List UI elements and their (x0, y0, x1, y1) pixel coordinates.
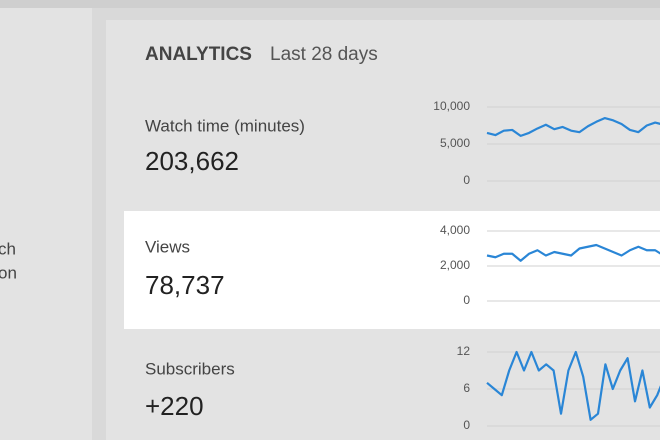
metric-value: 203,662 (145, 146, 239, 176)
y-tick-label: 0 (463, 418, 470, 432)
section-title: ANALYTICS (145, 44, 252, 65)
sparkline (486, 117, 660, 137)
metric-value: 78,737 (145, 270, 225, 300)
sidebar-text: ch (0, 239, 16, 258)
y-tick-label: 0 (463, 293, 470, 307)
metric-label: Views (145, 237, 190, 256)
sidebar-text: on (0, 263, 17, 282)
y-tick-label: 12 (457, 344, 471, 358)
y-tick-label: 6 (463, 381, 470, 395)
metric-label: Subscribers (145, 359, 235, 378)
section-subtitle: Last 28 days (270, 44, 378, 65)
y-tick-label: 10,000 (433, 99, 470, 113)
y-tick-label: 4,000 (440, 223, 470, 237)
sidebar-panel (0, 8, 92, 440)
metric-value: +220 (145, 391, 204, 421)
top-bar (0, 0, 660, 8)
y-tick-label: 0 (463, 173, 470, 187)
y-tick-label: 5,000 (440, 136, 470, 150)
metric-label: Watch time (minutes) (145, 116, 305, 135)
sparkline (486, 350, 660, 421)
sparkline (486, 243, 660, 262)
y-tick-label: 2,000 (440, 258, 470, 272)
